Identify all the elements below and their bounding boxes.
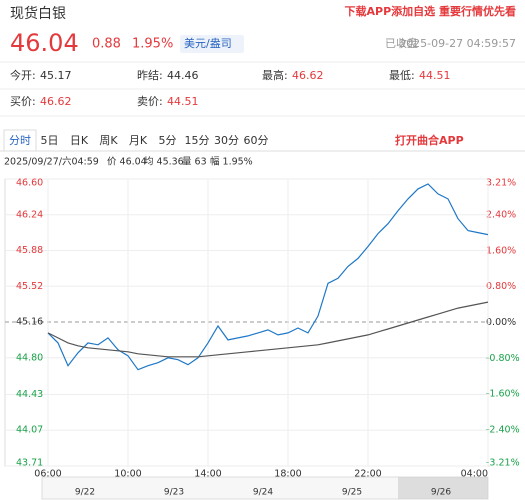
stat-label: 昨结:: [137, 69, 163, 82]
tab[interactable]: 分时: [9, 134, 31, 147]
stat-label: 最低:: [389, 69, 415, 82]
y2-tick-label: 0.80%: [486, 281, 516, 292]
y2-tick-label: 2.40%: [486, 210, 516, 221]
stat-value: 45.17: [40, 69, 72, 82]
stat-value: 46.62: [292, 69, 324, 82]
currency-badge: [180, 35, 244, 53]
app-link[interactable]: 打开曲合APP: [395, 133, 464, 147]
status: 已收盘: [385, 36, 418, 50]
tab[interactable]: 5分: [159, 134, 177, 147]
y2-tick-label: -3.21%: [486, 458, 520, 469]
change: 0.88: [92, 37, 121, 52]
stat-value: 44.51: [167, 95, 199, 108]
price: 46.04: [10, 29, 79, 57]
y-tick-label: 46.60: [16, 178, 43, 189]
series-line: [47, 301, 489, 358]
y-tick-label: 45.88: [16, 245, 43, 256]
x-tick-label: 04:00: [461, 469, 488, 480]
stat-label: 卖价:: [137, 95, 163, 108]
promo[interactable]: 下载APP添加自选 重要行情优先看: [345, 4, 516, 18]
y-tick-label: 43.71: [16, 458, 43, 469]
y-tick-label: 46.24: [16, 209, 43, 220]
x-tick-label: 10:00: [114, 469, 141, 480]
tab[interactable]: 月K: [129, 134, 148, 147]
time: 2025-09-27 04:59:57: [399, 37, 516, 50]
x-tick-label: 14:00: [194, 469, 221, 480]
x-tick-label: 06:00: [34, 469, 61, 480]
stat-value: 44.46: [167, 69, 199, 82]
stat-value: 44.51: [419, 69, 451, 82]
y2-tick-label: -2.40%: [486, 424, 520, 435]
y2-tick-label: -0.80%: [486, 353, 520, 364]
change-pct: 1.95%: [132, 37, 173, 52]
tab[interactable]: 周K: [99, 134, 118, 147]
stats: 今开: 45.17 昨结: 44.46 最高: 46.62 最低: 44.51 买价: 46.62…: [0, 68, 525, 117]
info-price: 价 46.04: [107, 157, 147, 168]
tab[interactable]: 30分: [214, 134, 239, 147]
tab-active: [3, 129, 37, 152]
tab[interactable]: 日K: [70, 134, 89, 147]
navigator: 9/22 9/23 9/24 9/25 9/26: [41, 476, 489, 500]
currency: 美元/盎司: [184, 36, 232, 50]
tabs: 分时 5日 日K 周K 月K 5分 15分 30分 60分: [0, 129, 525, 152]
tab[interactable]: 5日: [41, 134, 59, 147]
navigator-label: 9/23: [164, 488, 184, 498]
info-range: 幅 1.95%: [210, 156, 253, 168]
y-tick-label: 44.07: [16, 425, 43, 436]
stat-label: 最高:: [262, 68, 288, 82]
stat-label: 今开:: [10, 68, 36, 82]
stat-label: 买价:: [10, 95, 36, 108]
series-line: [47, 183, 489, 371]
navigator-label: 9/26: [431, 488, 451, 498]
navigator-label: 9/25: [342, 488, 362, 498]
chart: 43.71 44.07 44.43 44.80 45.16 45.52 45.88 46.24…: [4, 178, 520, 480]
y-tick-label: 44.43: [16, 389, 43, 400]
y-tick-label: 44.80: [16, 352, 43, 363]
y2-tick-label: 1.60%: [486, 245, 516, 256]
y2-tick-label: -1.60%: [486, 389, 520, 400]
y2-tick-label: 3.21%: [486, 178, 516, 189]
navigator-label: 9/24: [253, 488, 273, 498]
info-avg: 均 45.36: [144, 156, 184, 168]
y2-tick-label: 0.00%: [486, 317, 516, 328]
tab[interactable]: 15分: [185, 134, 210, 147]
info-volume: 量 63: [182, 157, 207, 168]
info-time: 2025/09/27/六04:59: [4, 156, 99, 168]
x-tick-label: 22:00: [354, 469, 381, 480]
navigator-label: 9/22: [75, 488, 95, 498]
x-tick-label: 18:00: [274, 469, 301, 480]
y-tick-label: 45.52: [16, 281, 43, 292]
y-tick-label: 45.16: [16, 317, 43, 328]
tab[interactable]: 60分: [244, 134, 269, 147]
navigator-window[interactable]: [398, 477, 488, 499]
title: 现货白银: [10, 5, 66, 22]
stat-value: 46.62: [40, 95, 72, 108]
